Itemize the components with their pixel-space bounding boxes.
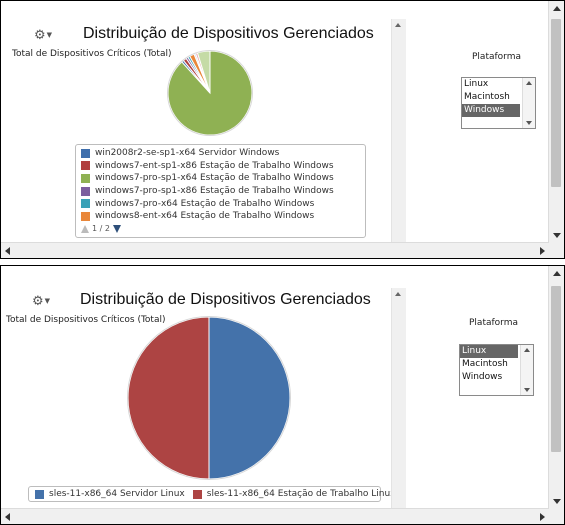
legend-pager: 1 / 2 [81,223,365,235]
pie-chart [127,316,291,480]
platform-label: Plataforma [469,318,518,328]
legend-label: win2008r2-se-sp1-x64 Servidor Windows [95,148,280,159]
legend-item[interactable]: sles-11-x86_64 Estação de Trabalho Linux [192,488,396,501]
legend-item[interactable]: sles-11-x86_64 Servidor Linux [35,488,185,501]
platform-option-windows[interactable]: Windows [462,104,520,117]
page-up-icon[interactable] [81,224,89,233]
legend-item[interactable]: windows7-pro-sp1-x86 Estação de Trabalho… [81,185,365,198]
platform-listbox[interactable]: Linux Macintosh Windows [461,77,536,129]
legend-label: windows7-pro-sp1-x64 Estação de Trabalho… [95,173,334,184]
chevron-down-icon: ▼ [46,31,53,39]
pie-outline [127,316,291,480]
chart-title: Distribuição de Dispositivos Gerenciados [83,25,374,42]
legend-swatch [81,148,90,158]
chart-title: Distribuição de Dispositivos Gerenciados [80,291,371,308]
platform-option-linux[interactable]: Linux [464,79,489,89]
platform-option-windows[interactable]: Windows [462,372,503,382]
pie-outline [167,50,253,136]
scroll-up-icon[interactable] [395,23,401,27]
legend-label: sles-11-x86_64 Estação de Trabalho Linux [206,489,396,499]
gear-icon: ⚙ [32,293,44,309]
legend-swatch [81,161,90,171]
chart-options-button[interactable]: ⚙ ▼ [32,293,56,309]
platform-option-linux[interactable]: Linux [460,345,518,358]
legend-swatch [192,489,202,499]
scrollbar-thumb[interactable] [551,286,561,452]
platform-label: Plataforma [472,52,521,62]
scroll-up-icon[interactable] [395,292,401,296]
legend-swatch [81,186,90,196]
legend-item[interactable]: windows7-pro-x64 Estação de Trabalho Win… [81,197,365,210]
scroll-down-icon[interactable] [553,499,561,504]
pie-slice[interactable] [127,316,210,480]
pie-chart [167,50,253,136]
chart-scrollbar[interactable] [391,288,406,508]
legend-item[interactable]: windows7-pro-sp1-x64 Estação de Trabalho… [81,172,365,185]
legend-swatch [81,173,90,183]
scroll-left-icon[interactable] [5,513,10,521]
legend-swatch [35,489,44,499]
listbox-scrollbar[interactable] [520,345,533,395]
scroll-down-icon[interactable] [526,121,532,125]
panel-vertical-scrollbar[interactable] [548,1,564,243]
scroll-right-icon[interactable] [540,513,545,521]
scroll-left-icon[interactable] [5,247,10,255]
legend-swatch [81,199,90,209]
listbox-scrollbar[interactable] [522,78,535,128]
legend-item[interactable]: windows8-ent-x64 Estação de Trabalho Win… [81,210,365,223]
page-down-icon[interactable] [112,224,121,233]
pie-slice[interactable] [208,316,291,480]
legend-label: windows7-pro-x64 Estação de Trabalho Win… [95,198,315,209]
pager-text: 1 / 2 [92,224,110,234]
chart-subtitle: Total de Dispositivos Críticos (Total) [12,49,172,59]
legend-item[interactable]: windows7-ent-sp1-x86 Estação de Trabalho… [81,160,365,173]
scroll-up-icon[interactable] [526,81,532,85]
chart-subtitle: Total de Dispositivos Críticos (Total) [6,315,166,325]
dashboard-panel-windows: ⚙ ▼ Distribuição de Dispositivos Gerenci… [0,0,565,259]
chart-legend: sles-11-x86_64 Servidor Linux sles-11-x8… [28,486,396,502]
platform-option-macintosh[interactable]: Macintosh [462,359,508,369]
legend-label: windows8-ent-x64 Estação de Trabalho Win… [95,211,315,222]
chevron-down-icon: ▼ [44,297,51,305]
scroll-up-icon[interactable] [553,271,561,276]
scrollbar-thumb[interactable] [551,19,561,187]
legend-swatch [81,211,90,221]
scroll-down-icon[interactable] [524,388,530,392]
legend-item[interactable]: win2008r2-se-sp1-x64 Servidor Windows [81,147,365,160]
platform-listbox[interactable]: Linux Macintosh Windows [459,344,534,396]
dashboard-panel-linux: ⚙ ▼ Distribuição de Dispositivos Gerenci… [0,265,565,525]
chart-options-button[interactable]: ⚙ ▼ [34,27,58,43]
chart-scrollbar[interactable] [391,19,406,243]
legend-label: sles-11-x86_64 Servidor Linux [49,489,185,499]
panel-horizontal-scrollbar[interactable] [1,242,549,258]
platform-option-macintosh[interactable]: Macintosh [464,92,510,102]
legend-label: windows7-ent-sp1-x86 Estação de Trabalho… [95,160,334,171]
scrollbar-corner [549,243,564,258]
panel-vertical-scrollbar[interactable] [548,266,564,509]
panel-horizontal-scrollbar[interactable] [1,508,549,524]
gear-icon: ⚙ [34,27,46,43]
chart-legend: win2008r2-se-sp1-x64 Servidor Windows wi… [75,144,366,238]
scroll-up-icon[interactable] [524,348,530,352]
scroll-right-icon[interactable] [540,247,545,255]
legend-label: windows7-pro-sp1-x86 Estação de Trabalho… [95,186,334,197]
scroll-up-icon[interactable] [553,6,561,11]
scroll-down-icon[interactable] [553,233,561,238]
scrollbar-corner [549,509,564,524]
